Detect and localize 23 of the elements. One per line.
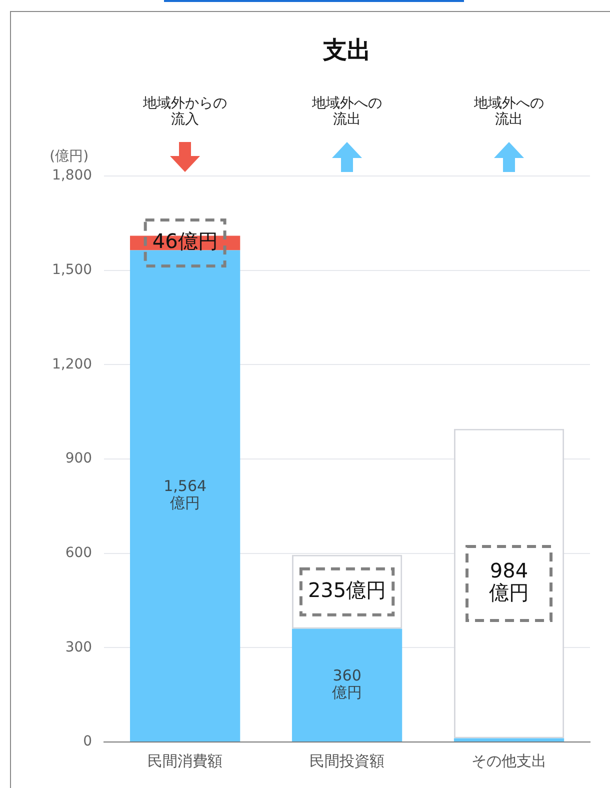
data-label: 46億円 [152, 229, 218, 254]
text: 地域外への流出 [473, 96, 544, 128]
y-tick-label: 1,500 [52, 262, 92, 278]
bar [130, 250, 240, 742]
chart-title: 支出 [322, 36, 372, 64]
y-tick-label: 900 [65, 450, 92, 467]
y-tick-label: 600 [65, 544, 92, 561]
bar [454, 738, 564, 742]
y-tick-label: 1,200 [52, 356, 92, 372]
x-tick-label: 民間投資額 [310, 752, 385, 770]
y-tick-label: 0 [83, 734, 92, 750]
y-tick-label: 1,800 [52, 168, 92, 184]
bar [292, 628, 402, 742]
data-label: 1,564 億円 [164, 477, 207, 512]
data-label: 984 億円 [489, 558, 530, 605]
text: 地域外からの流入 [142, 96, 228, 128]
x-tick-label: 民間消費額 [148, 752, 223, 770]
text: 地域外への流出 [311, 96, 382, 128]
x-tick-label: その他支出 [472, 752, 547, 770]
data-label: 235億円 [308, 578, 386, 602]
data-label: 360 億円 [332, 666, 362, 702]
y-axis-title: (億円) [50, 148, 89, 165]
y-tick-label: 300 [65, 639, 92, 656]
